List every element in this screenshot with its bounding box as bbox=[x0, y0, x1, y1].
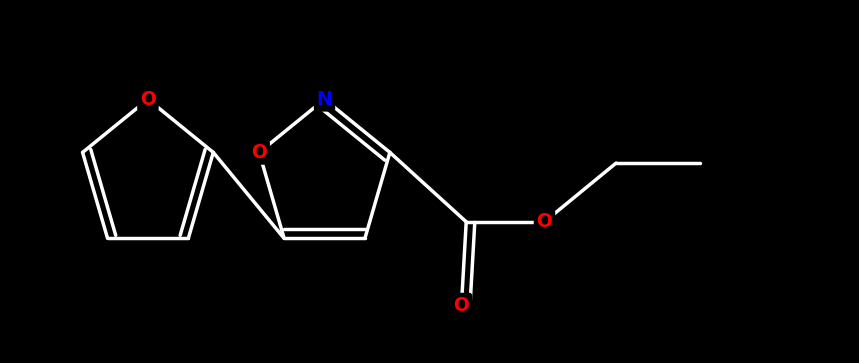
Text: O: O bbox=[251, 143, 267, 162]
Text: O: O bbox=[537, 212, 552, 231]
Text: N: N bbox=[317, 90, 332, 109]
Text: O: O bbox=[454, 295, 469, 315]
Text: O: O bbox=[140, 90, 155, 109]
